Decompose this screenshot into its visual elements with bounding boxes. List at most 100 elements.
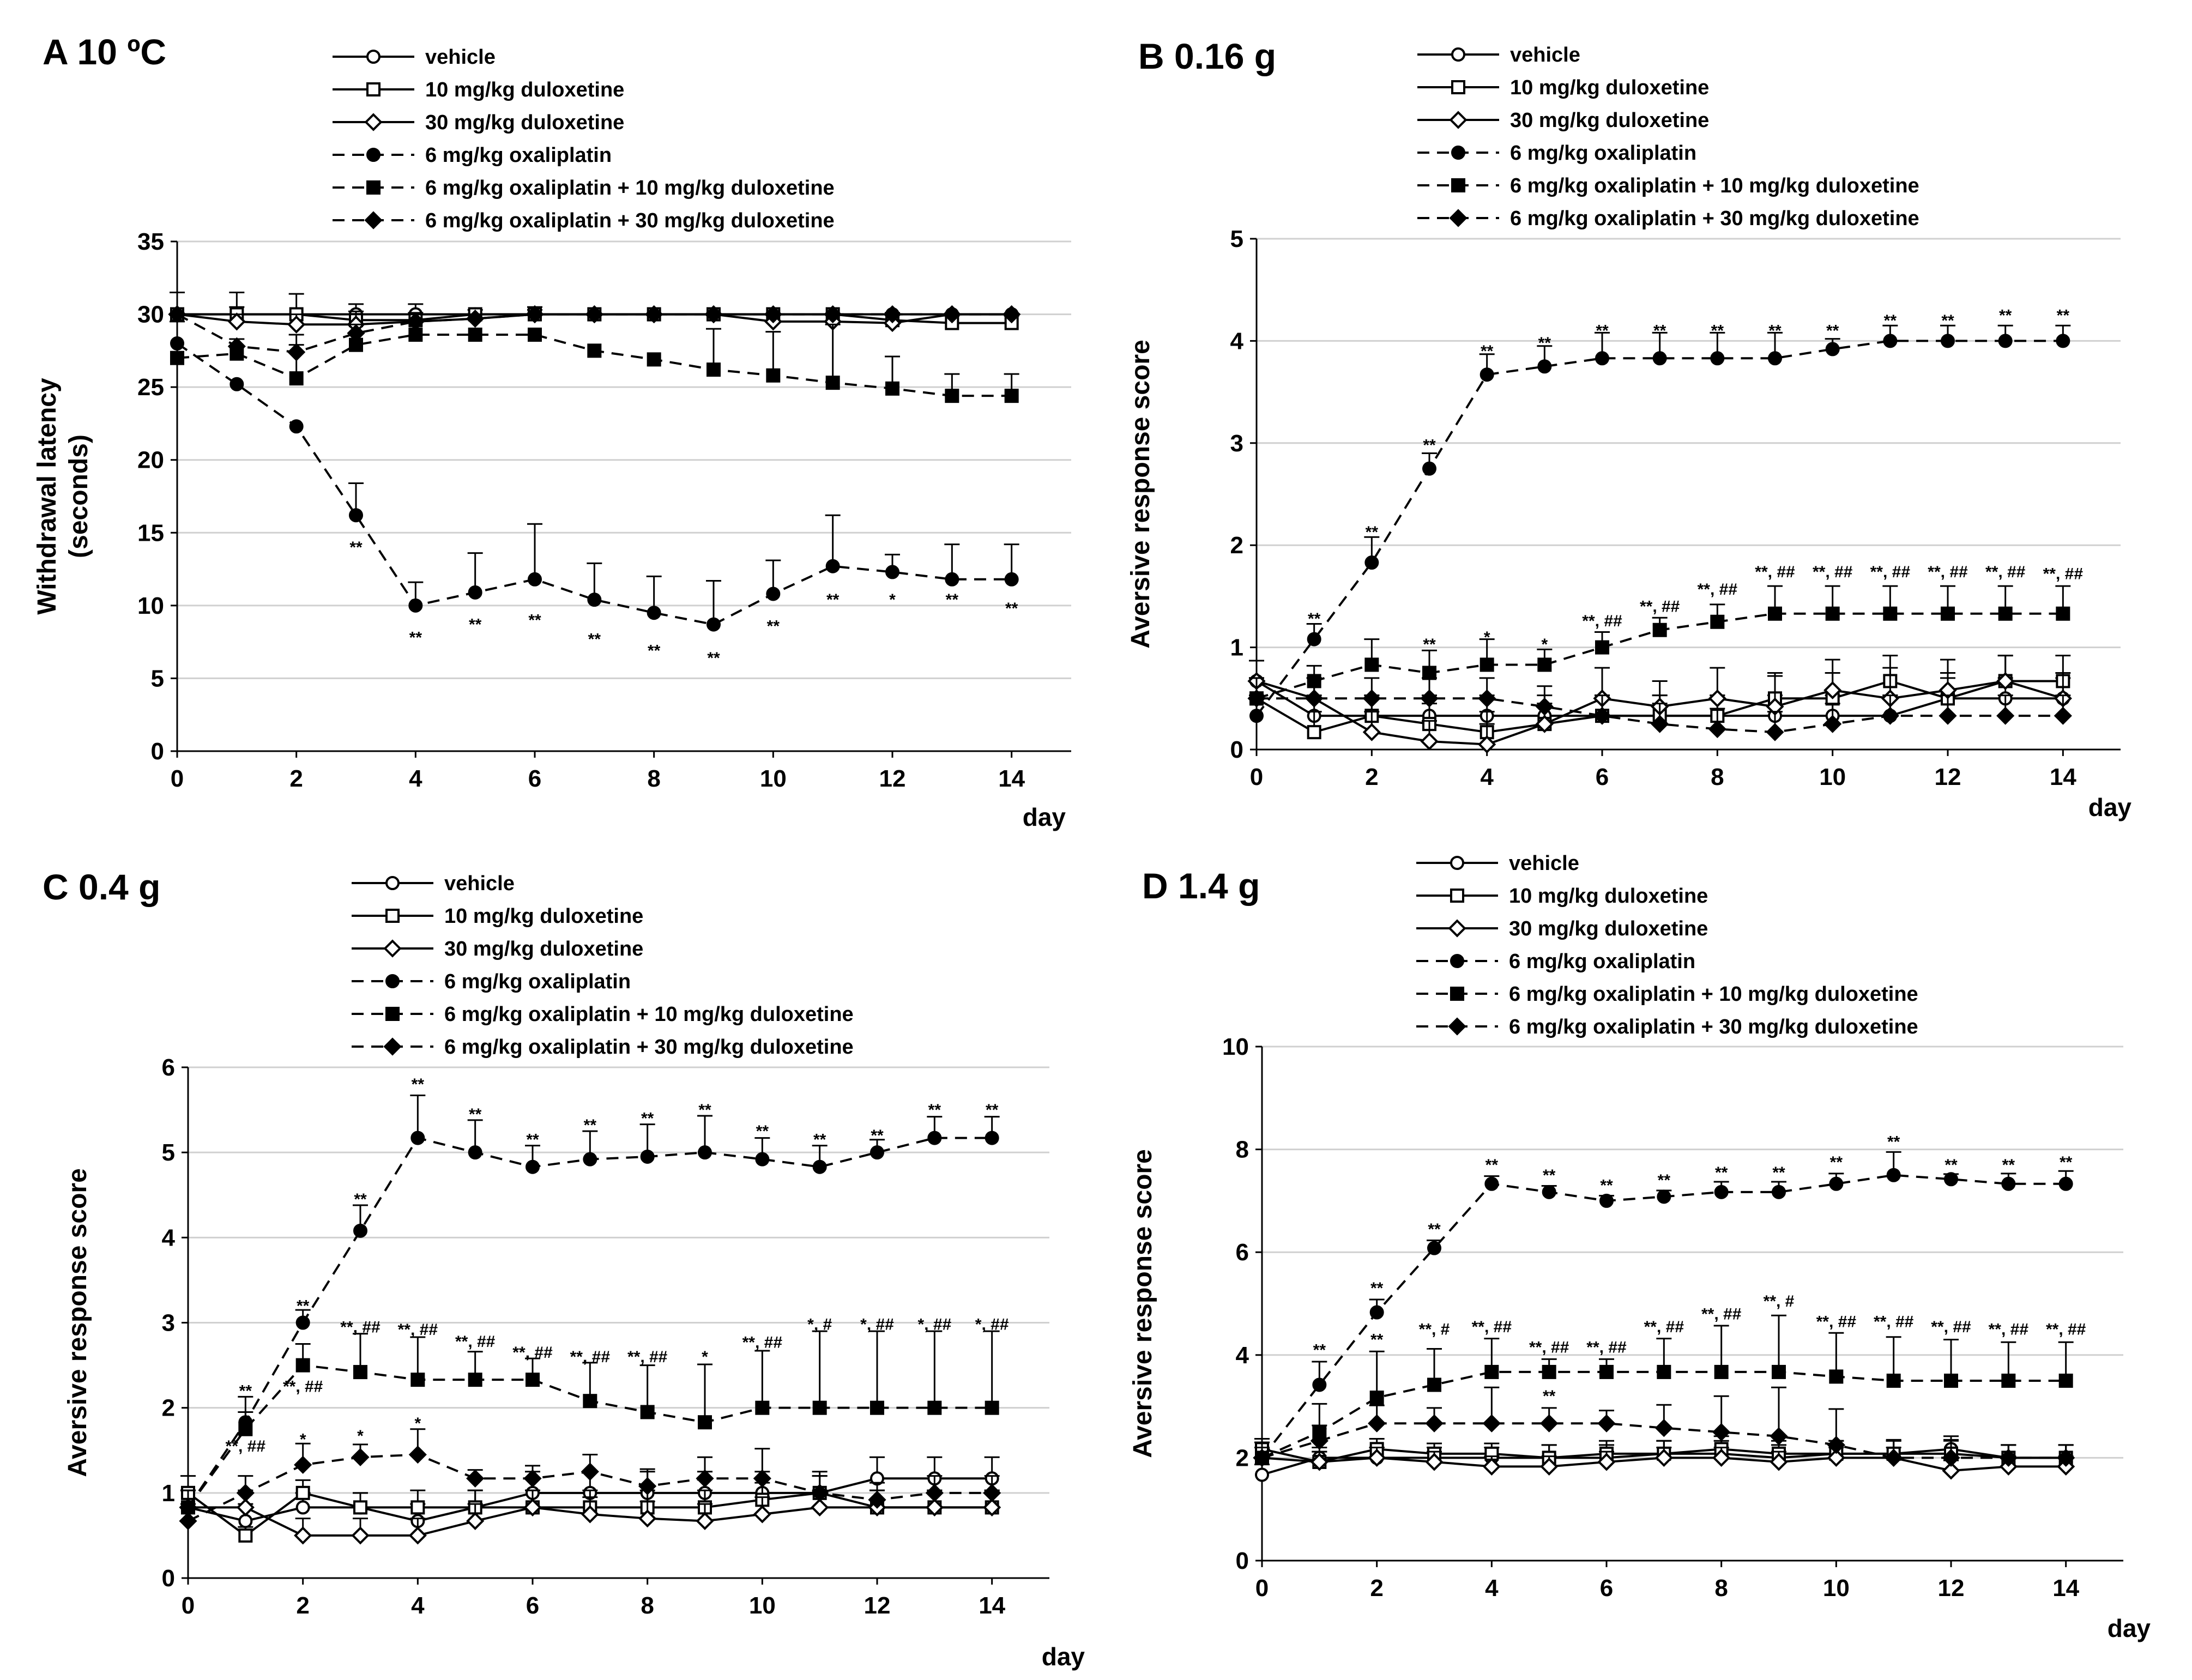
- panel-d: D 1.4 g vehicle 10 mg/kg duloxetine 30 mg/k…: [1128, 852, 2151, 1642]
- data-point: [1768, 606, 1782, 621]
- y-tick-label: 6: [162, 1054, 175, 1081]
- data-point: [1708, 720, 1726, 739]
- data-point: [1651, 715, 1669, 733]
- series-6-mg-kg-oxaliplatin-10-mg-kg-duloxetine: [170, 323, 1019, 403]
- data-point: [1310, 1431, 1329, 1450]
- significance-label: **, ##: [340, 1318, 381, 1336]
- data-point: [1247, 689, 1266, 708]
- significance-label: **, ##: [2043, 565, 2084, 583]
- data-point: [1540, 1457, 1559, 1476]
- data-point: [1996, 672, 2015, 691]
- y-tick-label: 15: [137, 519, 164, 546]
- legend-label: vehicle: [425, 46, 496, 69]
- significance-label: **: [1941, 312, 1954, 330]
- legend-marker: [1451, 47, 1465, 62]
- data-point: [1827, 1436, 1845, 1454]
- data-point: [1480, 367, 1494, 382]
- x-tick-label: 4: [1485, 1575, 1499, 1602]
- legend-label: 6 mg/kg oxaliplatin + 10 mg/kg duloxetin…: [1509, 983, 1918, 1006]
- significance-label: **: [1308, 610, 1321, 628]
- data-point: [2054, 706, 2072, 725]
- legend-item: 10 mg/kg duloxetine: [333, 78, 624, 101]
- panel-title: D 1.4 g: [1142, 866, 1260, 906]
- legend-label: 6 mg/kg oxaliplatin: [1510, 142, 1696, 165]
- x-tick-label: 14: [998, 765, 1025, 792]
- legend-label: 6 mg/kg oxaliplatin: [444, 970, 631, 993]
- data-point: [1484, 1364, 1499, 1379]
- data-point: [353, 1500, 367, 1515]
- data-point: [1825, 606, 1840, 621]
- data-point: [1710, 351, 1725, 366]
- legend-marker: [385, 1007, 400, 1021]
- significance-label: **, ##: [1985, 563, 2026, 581]
- legend-marker: [1451, 146, 1465, 160]
- data-point: [468, 327, 482, 342]
- significance-label: *, ##: [860, 1316, 894, 1334]
- data-point: [1996, 706, 2015, 725]
- significance-label: **, ##: [1701, 1305, 1742, 1323]
- y-tick-label: 35: [137, 228, 164, 255]
- data-point: [289, 419, 304, 434]
- data-point: [883, 305, 902, 324]
- data-point: [812, 1400, 827, 1415]
- data-point: [585, 305, 603, 324]
- data-point: [1537, 359, 1552, 374]
- data-point: [1003, 305, 1021, 324]
- legend-marker: [364, 211, 383, 229]
- data-point: [1369, 1391, 1384, 1405]
- data-point: [1652, 623, 1667, 637]
- data-point: [1595, 640, 1609, 655]
- significance-label: **: [1486, 1156, 1499, 1174]
- data-point: [170, 336, 184, 350]
- data-point: [583, 1152, 597, 1167]
- x-tick-label: 14: [2052, 1575, 2079, 1602]
- legend-item: 6 mg/kg oxaliplatin + 30 mg/kg duloxetin…: [1416, 1016, 1918, 1038]
- significance-label: **: [1658, 1171, 1671, 1189]
- data-point: [1593, 706, 1611, 725]
- significance-label: **: [1884, 312, 1897, 330]
- series-6-mg-kg-oxaliplatin-30-mg-kg-duloxetine: [1247, 677, 2072, 741]
- y-tick-label: 3: [162, 1310, 175, 1337]
- significance-label: **: [1423, 437, 1436, 455]
- series-6-mg-kg-oxaliplatin-30-mg-kg-duloxetine: [179, 1428, 1001, 1530]
- x-tick-label: 12: [1935, 764, 1961, 790]
- y-tick-label: 10: [137, 593, 164, 619]
- data-point: [1823, 715, 1842, 733]
- x-tick-label: 8: [1714, 1575, 1728, 1602]
- data-point: [1939, 706, 1957, 725]
- legend-label: 6 mg/kg oxaliplatin + 30 mg/kg duloxetin…: [1510, 207, 1919, 230]
- series-line: [1261, 1422, 2066, 1459]
- y-tick-label: 1: [162, 1480, 175, 1507]
- data-point: [1482, 1414, 1501, 1433]
- x-tick-label: 10: [1823, 1575, 1850, 1602]
- data-point: [698, 1145, 712, 1160]
- data-point: [581, 1463, 599, 1481]
- significance-label: **, #: [1764, 1292, 1795, 1310]
- data-point: [706, 617, 721, 632]
- data-point: [1657, 1364, 1671, 1379]
- legend-item: 10 mg/kg duloxetine: [1416, 885, 1708, 908]
- data-point: [983, 1484, 1001, 1502]
- data-point: [468, 1373, 482, 1387]
- data-point: [466, 310, 485, 328]
- data-point: [927, 1400, 942, 1415]
- data-point: [406, 312, 425, 331]
- data-point: [925, 1498, 944, 1516]
- significance-label: **: [2002, 1156, 2015, 1174]
- significance-label: **: [707, 649, 720, 667]
- y-tick-label: 5: [162, 1139, 175, 1166]
- data-point: [1425, 1453, 1444, 1471]
- data-point: [1829, 1176, 1844, 1191]
- data-point: [1255, 1467, 1269, 1482]
- data-point: [1944, 1373, 1958, 1388]
- data-point: [1310, 1453, 1329, 1471]
- data-point: [2001, 1373, 2016, 1388]
- x-tick-label: 8: [1711, 764, 1724, 790]
- data-point: [870, 1145, 884, 1160]
- data-point: [349, 508, 363, 523]
- legend-marker: [383, 939, 402, 958]
- data-point: [985, 1131, 999, 1145]
- significance-label: **, ##: [742, 1333, 783, 1351]
- data-point: [825, 559, 840, 573]
- data-point: [1307, 632, 1321, 646]
